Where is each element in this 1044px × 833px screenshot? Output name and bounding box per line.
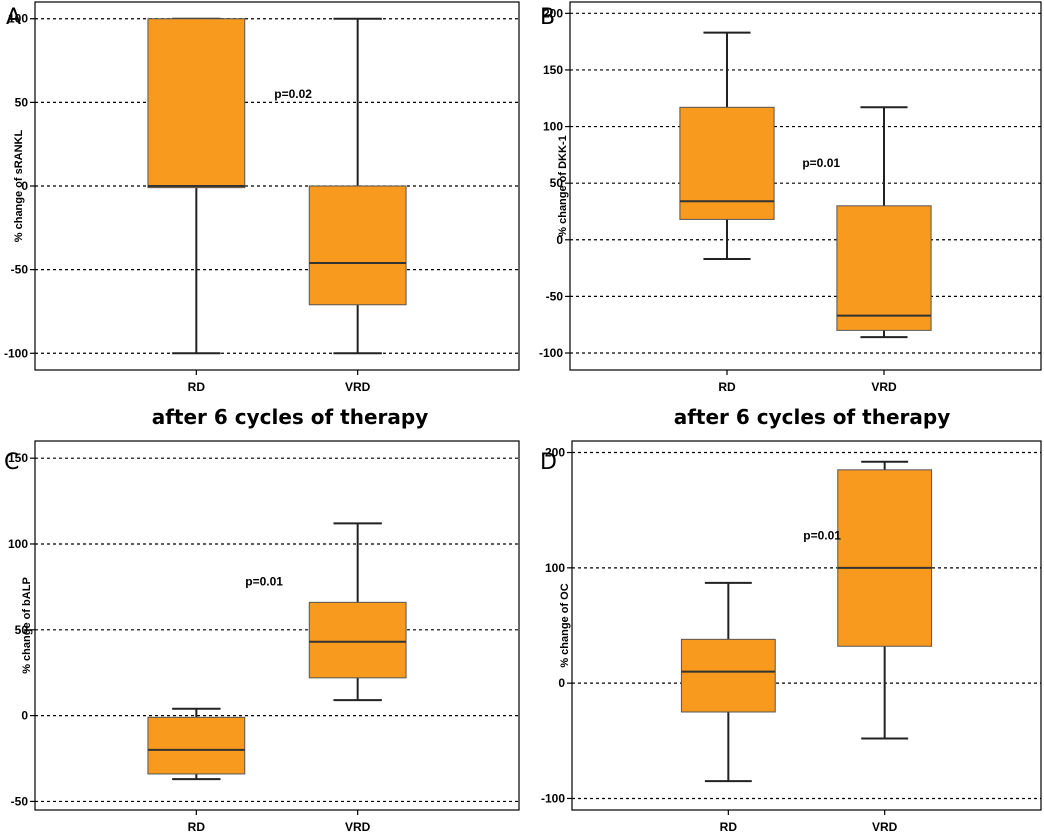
- y-axis-label: % change of sRANKL: [13, 129, 25, 242]
- iqr-box: [308, 601, 407, 679]
- box-vrd: [308, 522, 407, 702]
- x-tick-label: RD: [720, 820, 738, 833]
- x-tick-label: RD: [718, 380, 736, 394]
- y-tick-label: 0: [21, 179, 28, 193]
- iqr-box: [147, 18, 246, 189]
- box-rd: [147, 707, 246, 781]
- x-tick-label: RD: [188, 820, 206, 833]
- y-tick-label: 50: [15, 623, 29, 637]
- panel-letter: D: [540, 450, 557, 475]
- y-tick-label: -100: [4, 346, 28, 360]
- y-tick-label: -50: [11, 794, 29, 808]
- x-tick-label: RD: [188, 380, 206, 394]
- plot-frame: [34, 1, 520, 371]
- box-vrd: [836, 106, 932, 339]
- box-rd: [679, 31, 775, 261]
- x-tick-label: VRD: [872, 820, 898, 833]
- box-vrd: [837, 460, 933, 740]
- y-axis-label: % change of DKK-1: [557, 135, 569, 236]
- x-tick-label: VRD: [345, 380, 371, 394]
- x-tick-label: VRD: [871, 380, 897, 394]
- y-tick-label: -50: [546, 289, 564, 303]
- y-axis-label: % change of bALP: [21, 577, 33, 674]
- y-tick-label: -100: [541, 791, 565, 805]
- panel-letter: B: [540, 5, 555, 30]
- box-rd: [147, 17, 246, 355]
- p-value-annotation: p=0.01: [245, 575, 283, 589]
- y-tick-label: 100: [8, 12, 28, 26]
- caption-left: after 6 cycles of therapy: [152, 405, 429, 429]
- y-tick-label: 150: [543, 63, 563, 77]
- y-tick-label: 100: [543, 120, 563, 134]
- iqr-box: [680, 638, 776, 713]
- y-tick-label: 0: [558, 676, 565, 690]
- x-tick-label: VRD: [345, 820, 371, 833]
- plot-frame: [34, 440, 520, 811]
- y-tick-label: 100: [545, 561, 565, 575]
- panel-letter: A: [6, 5, 21, 30]
- p-value-annotation: p=0.02: [274, 87, 312, 101]
- caption-right: after 6 cycles of therapy: [674, 405, 951, 429]
- y-tick-label: 50: [15, 95, 29, 109]
- iqr-box: [836, 205, 932, 331]
- iqr-box: [147, 716, 246, 775]
- y-axis-label: % change of OC: [559, 583, 571, 667]
- panel-letter: C: [4, 450, 19, 475]
- y-tick-label: 150: [8, 451, 28, 465]
- y-tick-label: 200: [543, 6, 563, 20]
- y-tick-label: 0: [556, 233, 563, 247]
- plot-frame: [571, 440, 1042, 811]
- plot-frame: [569, 1, 1042, 371]
- y-tick-label: -50: [11, 263, 29, 277]
- y-tick-label: 0: [21, 709, 28, 723]
- p-value-annotation: p=0.01: [802, 156, 840, 170]
- y-tick-label: -100: [539, 346, 563, 360]
- iqr-box: [308, 185, 407, 306]
- y-tick-label: 100: [8, 537, 28, 551]
- iqr-box: [679, 106, 775, 220]
- iqr-box: [837, 469, 933, 647]
- box-vrd: [308, 17, 407, 355]
- p-value-annotation: p=0.01: [803, 529, 841, 543]
- y-tick-label: 50: [550, 176, 564, 190]
- box-rd: [680, 581, 776, 783]
- y-tick-label: 200: [545, 446, 565, 460]
